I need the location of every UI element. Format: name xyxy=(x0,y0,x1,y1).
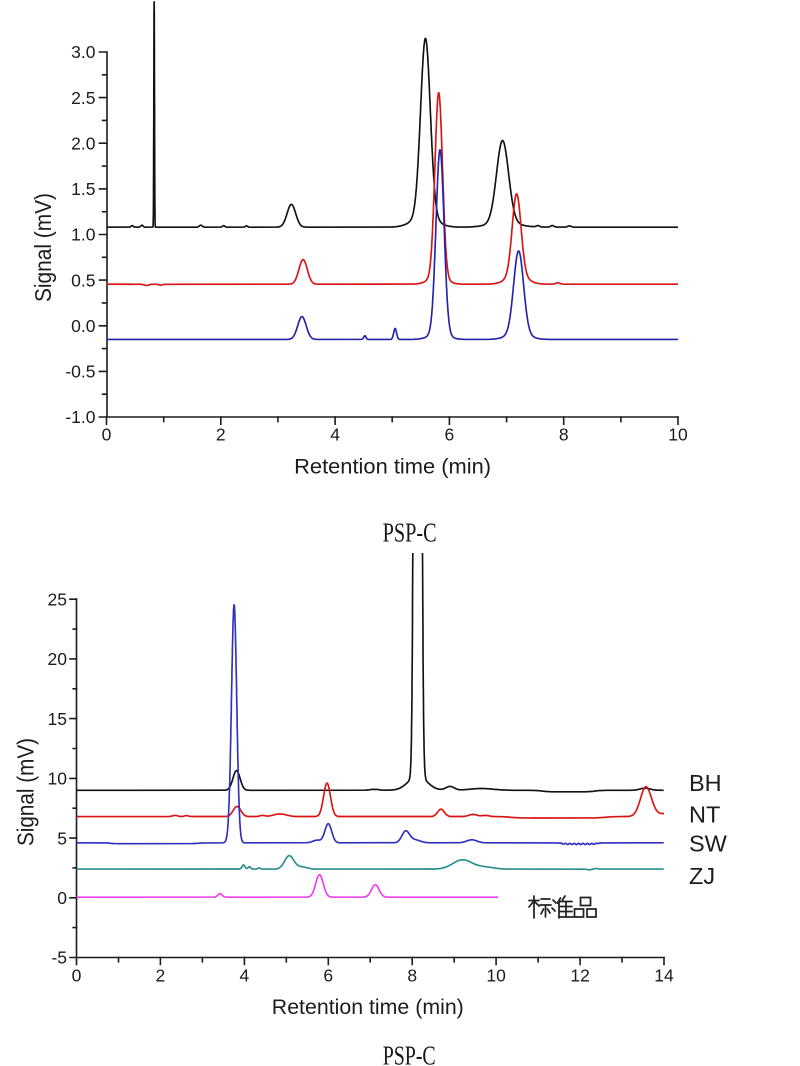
svg-text:-1.0: -1.0 xyxy=(65,407,95,427)
svg-text:10: 10 xyxy=(48,769,68,789)
svg-text:-5: -5 xyxy=(51,948,67,968)
svg-text:Signal (mV): Signal (mV) xyxy=(13,738,39,846)
svg-text:4: 4 xyxy=(240,966,250,986)
svg-text:Retention time (min): Retention time (min) xyxy=(272,995,464,1019)
svg-text:14: 14 xyxy=(654,966,674,986)
svg-text:3.0: 3.0 xyxy=(71,42,96,62)
svg-text:2.5: 2.5 xyxy=(71,88,95,108)
svg-text:0.5: 0.5 xyxy=(71,270,95,290)
svg-text:8: 8 xyxy=(559,425,569,445)
svg-text:10: 10 xyxy=(668,425,688,445)
svg-text:Retention time (min): Retention time (min) xyxy=(294,455,491,479)
svg-text:25: 25 xyxy=(48,589,67,609)
svg-text:PSP-C: PSP-C xyxy=(383,518,437,548)
svg-text:NT: NT xyxy=(689,802,720,828)
svg-text:1.5: 1.5 xyxy=(71,179,95,199)
svg-text:8: 8 xyxy=(407,966,417,986)
svg-text:12: 12 xyxy=(570,966,589,986)
svg-text:-0.5: -0.5 xyxy=(65,362,95,382)
svg-text:6: 6 xyxy=(445,425,455,445)
svg-text:0: 0 xyxy=(72,966,82,986)
svg-text:4: 4 xyxy=(330,425,340,445)
svg-text:2.0: 2.0 xyxy=(71,133,96,153)
svg-text:PSP-C: PSP-C xyxy=(383,1041,436,1066)
svg-text:20: 20 xyxy=(48,649,68,669)
svg-text:2: 2 xyxy=(216,425,226,445)
svg-text:BH: BH xyxy=(689,770,722,796)
svg-text:1.0: 1.0 xyxy=(71,225,96,245)
svg-text:2: 2 xyxy=(156,966,166,986)
svg-text:0: 0 xyxy=(57,888,67,908)
svg-text:6: 6 xyxy=(323,966,333,986)
svg-text:SW: SW xyxy=(689,831,728,857)
svg-text:0: 0 xyxy=(102,425,112,445)
svg-text:5: 5 xyxy=(57,828,67,848)
svg-text:0.0: 0.0 xyxy=(71,316,96,336)
svg-text:15: 15 xyxy=(48,709,67,729)
svg-text:Signal (mV): Signal (mV) xyxy=(30,193,56,302)
svg-text:10: 10 xyxy=(486,966,506,986)
svg-text:ZJ: ZJ xyxy=(689,863,715,889)
